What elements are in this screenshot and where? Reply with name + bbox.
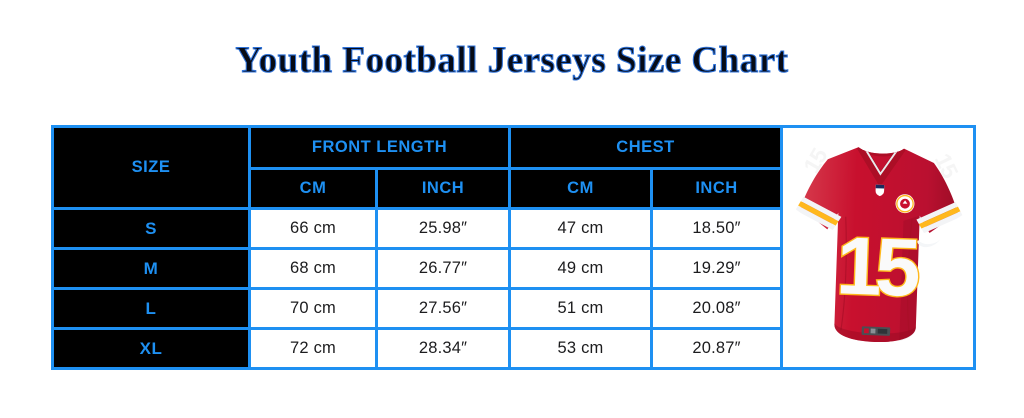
jersey-image-cell: 15 15 15 <box>780 125 977 370</box>
cell-s-front-inch: 25.98″ <box>375 207 511 250</box>
size-label-m: M <box>51 247 251 290</box>
right-sleeve-stripes <box>913 198 965 237</box>
cell-xl-chest-inch: 20.87″ <box>649 327 784 370</box>
cell-xl-chest-cm: 53 cm <box>508 327 653 370</box>
cell-l-front-cm: 70 cm <box>248 287 378 330</box>
jersey-product-image: 15 15 15 <box>783 132 973 363</box>
table-row-m: M 68 cm 26.77″ 49 cm 19.29″ <box>51 247 975 290</box>
cell-xl-front-cm: 72 cm <box>248 327 378 370</box>
size-label-l: L <box>51 287 251 330</box>
jersey-chest-number: 15 <box>835 220 921 314</box>
size-chart-table: SIZE FRONT LENGTH CHEST <box>51 125 977 370</box>
jersey-illustration: 15 15 15 <box>794 144 965 343</box>
cell-m-chest-cm: 49 cm <box>508 247 653 290</box>
cell-xl-front-inch: 28.34″ <box>375 327 511 370</box>
cell-s-chest-inch: 18.50″ <box>649 207 784 250</box>
column-header-size: SIZE <box>51 125 251 210</box>
cell-s-front-cm: 66 cm <box>248 207 378 250</box>
table-row-s: S 66 cm 25.98″ 47 cm 18.50″ <box>51 207 975 250</box>
jersey-body <box>800 147 958 343</box>
cell-m-front-inch: 26.77″ <box>375 247 511 290</box>
column-header-front-inch: INCH <box>375 167 511 210</box>
page-title: Youth Football Jerseys Size Chart <box>235 40 789 81</box>
column-header-chest: CHEST <box>507 125 784 170</box>
cell-s-chest-cm: 47 cm <box>508 207 653 250</box>
left-sleeve-stripes <box>794 192 846 234</box>
table-row-xl: XL 72 cm 28.34″ 53 cm 20.87″ <box>51 327 975 370</box>
cell-l-front-inch: 27.56″ <box>375 287 511 330</box>
size-label-xl: XL <box>51 327 251 370</box>
cell-m-chest-inch: 19.29″ <box>649 247 784 290</box>
table-row-l: L 70 cm 27.56″ 51 cm 20.08″ <box>51 287 975 330</box>
column-header-front-length: FRONT LENGTH <box>248 125 511 170</box>
column-header-chest-inch: INCH <box>649 167 784 210</box>
size-label-s: S <box>51 207 251 250</box>
cell-l-chest-cm: 51 cm <box>508 287 653 330</box>
team-patch-icon <box>895 194 915 214</box>
cell-m-front-cm: 68 cm <box>248 247 378 290</box>
jock-tag <box>861 326 891 336</box>
nike-swoosh-icon <box>917 239 941 248</box>
cell-l-chest-inch: 20.08″ <box>649 287 784 330</box>
nfl-shield-icon <box>875 184 885 197</box>
column-header-front-cm: CM <box>248 167 378 210</box>
column-header-chest-cm: CM <box>508 167 653 210</box>
